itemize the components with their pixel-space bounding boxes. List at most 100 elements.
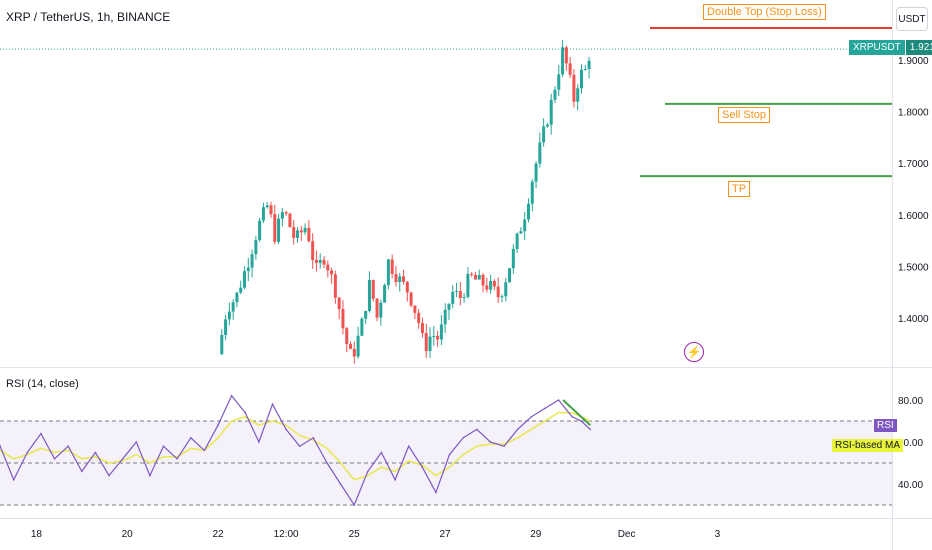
currency-selector[interactable]: USDT xyxy=(896,7,928,31)
candle-body xyxy=(492,280,496,287)
candle-body xyxy=(239,287,243,293)
candle-body xyxy=(432,335,436,337)
candle-body xyxy=(447,303,451,310)
candle-body xyxy=(504,282,508,297)
candle-body xyxy=(470,273,474,275)
time-tick-label: Dec xyxy=(618,529,636,540)
candle-body xyxy=(243,271,247,288)
candle-body xyxy=(439,324,443,340)
price-tick-label: 1.7000 xyxy=(898,159,929,170)
candle-body xyxy=(349,344,353,349)
sell-stop-label[interactable]: Sell Stop xyxy=(718,107,771,123)
rsi-point xyxy=(312,437,315,439)
rsi-point xyxy=(189,437,192,439)
rsi-point xyxy=(285,428,287,431)
rsi-point xyxy=(121,458,124,460)
rsi-point xyxy=(589,428,592,431)
candle-body xyxy=(277,218,281,242)
candle-body xyxy=(572,74,576,102)
rsi-point xyxy=(162,445,165,448)
time-tick-label: 3 xyxy=(715,529,721,540)
rsi-ma-tag: RSI-based MA xyxy=(832,439,904,452)
candle-body xyxy=(587,60,591,69)
candle-body xyxy=(455,291,459,293)
candle-body xyxy=(383,285,387,303)
candle-body xyxy=(526,203,530,220)
rsi-point xyxy=(530,416,533,418)
rsi-point xyxy=(244,411,247,414)
time-tick-label: 25 xyxy=(349,529,361,540)
rsi-point xyxy=(462,437,464,439)
candle-body xyxy=(250,254,254,268)
time-tick-label: 27 xyxy=(439,529,451,540)
price-tag-symbol: XRPUSDT xyxy=(849,40,905,55)
candle-body xyxy=(299,230,303,233)
candle-body xyxy=(352,348,356,357)
rsi-point xyxy=(108,474,110,477)
time-tick-label: 20 xyxy=(122,529,134,540)
candle-body xyxy=(224,319,228,335)
candle-body xyxy=(523,219,527,232)
candle-body xyxy=(220,334,224,355)
candle-body xyxy=(576,88,580,102)
candle-body xyxy=(462,296,466,298)
candle-body xyxy=(311,241,315,261)
candle-body xyxy=(515,233,519,249)
price-tick-label: 1.6000 xyxy=(898,211,929,222)
candle-body xyxy=(428,336,432,352)
candle-body xyxy=(269,205,273,215)
candle-body xyxy=(265,205,269,208)
candle-body xyxy=(371,280,375,299)
candle-body xyxy=(402,276,406,282)
candle-body xyxy=(292,227,296,238)
rsi-point xyxy=(475,428,478,431)
price-tick-label: 1.9000 xyxy=(898,56,929,67)
candle-body xyxy=(545,124,549,127)
lightning-icon[interactable]: ⚡ xyxy=(684,342,704,362)
rsi-point xyxy=(407,445,410,448)
candle-body xyxy=(553,89,557,100)
candle-body xyxy=(489,280,493,290)
candle-body xyxy=(231,302,235,312)
candle-body xyxy=(405,281,409,293)
candle-body xyxy=(481,274,485,286)
rsi-point xyxy=(353,504,356,506)
candle-body xyxy=(322,259,326,265)
rsi-tick-label: 40.00 xyxy=(898,480,923,491)
rsi-point xyxy=(580,420,582,422)
candle-body xyxy=(477,274,481,280)
candle-body xyxy=(409,292,413,306)
candle-body xyxy=(579,69,583,89)
rsi-point xyxy=(489,441,492,443)
price-tick-label: 1.4000 xyxy=(898,314,929,325)
candle-body xyxy=(394,273,398,282)
candle-body xyxy=(296,230,300,238)
candle-body xyxy=(424,333,428,352)
rsi-point xyxy=(149,474,151,477)
time-tick-label: 29 xyxy=(530,529,542,540)
tp-label[interactable]: TP xyxy=(728,181,751,197)
candle-body xyxy=(511,248,515,269)
candle-body xyxy=(307,227,311,242)
rsi-point xyxy=(544,407,546,410)
rsi-point xyxy=(557,399,560,401)
rsi-point xyxy=(516,428,519,431)
candle-body xyxy=(288,213,292,228)
rsi-point xyxy=(298,445,301,448)
rsi-point xyxy=(176,458,178,460)
candle-body xyxy=(330,270,334,275)
candle-body xyxy=(530,181,534,204)
double-top-label[interactable]: Double Top (Stop Loss) xyxy=(703,4,826,20)
candle-body xyxy=(549,99,553,125)
rsi-point xyxy=(0,445,1,447)
candle-body xyxy=(568,63,572,75)
candle-body xyxy=(451,291,455,304)
candle-body xyxy=(538,142,542,164)
rsi-point xyxy=(230,395,233,397)
candle-body xyxy=(326,264,330,271)
candle-body xyxy=(356,335,360,357)
candle-body xyxy=(333,274,337,298)
time-tick-label: 12:00 xyxy=(274,529,299,540)
